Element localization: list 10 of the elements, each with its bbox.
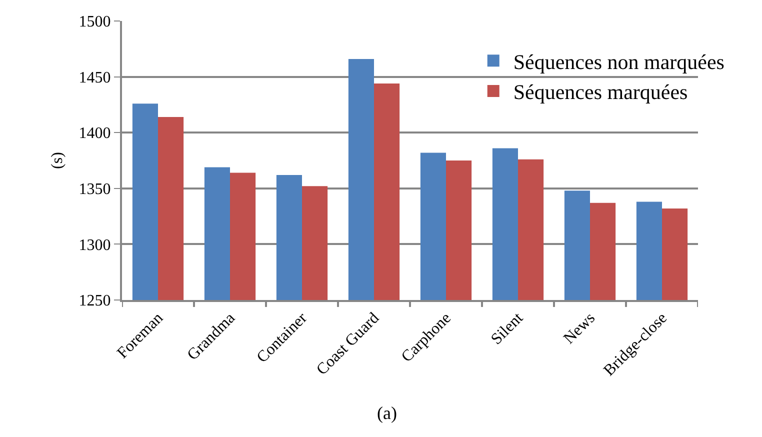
- y-axis-title: (s): [49, 152, 66, 169]
- y-tick-label: 1250: [78, 292, 111, 310]
- y-tick-label: 1500: [78, 14, 111, 31]
- y-tick-label: 1400: [78, 125, 111, 142]
- y-tick-label: 1350: [78, 181, 111, 198]
- y-tick-label: 1450: [78, 69, 111, 86]
- legend-label: Séquences marquées: [513, 80, 688, 104]
- y-tick-label: 1300: [78, 236, 111, 254]
- text: (a): [377, 403, 397, 423]
- legend-label: Séquences non marquées: [513, 50, 724, 74]
